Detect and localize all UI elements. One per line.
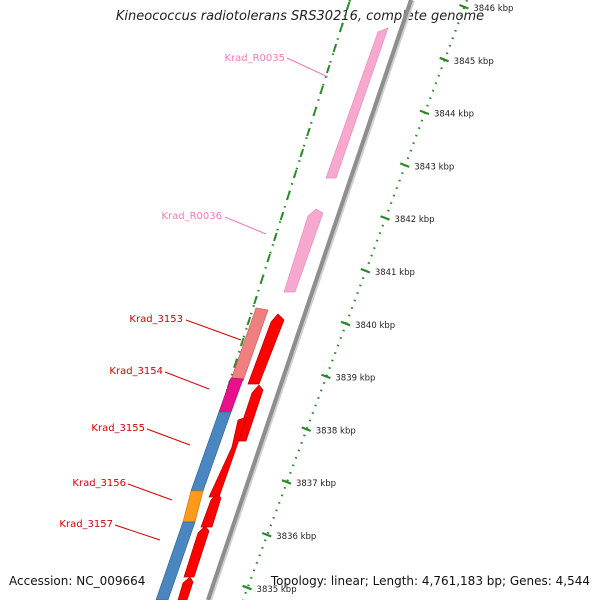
outer-dash-mark xyxy=(279,211,285,221)
outer-dotted-line xyxy=(159,0,352,600)
inner-dotted-line xyxy=(241,0,469,600)
outer-dash-mark xyxy=(345,1,351,11)
outer-dash-mark xyxy=(339,22,344,32)
outer-dash-mark xyxy=(233,358,238,368)
gene-krad-r0036[interactable] xyxy=(283,208,324,293)
kbp-tick-label: 3843 kbp xyxy=(414,162,454,172)
kbp-tick-mark xyxy=(242,584,252,591)
kbp-tick-label: 3836 kbp xyxy=(276,532,316,542)
outer-dash-mark xyxy=(246,316,252,326)
gene-label-krad-3156[interactable]: Krad_3156 xyxy=(72,478,126,489)
gene-krad-r0035[interactable] xyxy=(325,27,389,179)
leader-line-krad-r0035 xyxy=(286,57,329,78)
outer-dash-mark xyxy=(306,127,311,137)
gene-label-krad-3153[interactable]: Krad_3153 xyxy=(129,314,183,325)
leader-line-krad-3154 xyxy=(164,371,210,390)
kbp-tick-mark xyxy=(321,373,331,380)
kbp-tick-mark xyxy=(261,531,272,538)
outer-dash-mark xyxy=(286,190,291,200)
outer-dash-mark xyxy=(266,253,271,263)
kbp-tick-label: 3838 kbp xyxy=(316,426,356,436)
kbp-tick-mark xyxy=(380,215,390,221)
outer-dash-mark xyxy=(292,169,298,179)
leader-line-krad-3156 xyxy=(127,483,173,501)
genome-summary-text: Topology: linear; Length: 4,761,183 bp; … xyxy=(270,574,590,588)
kbp-tick-label: 3845 kbp xyxy=(454,57,494,67)
kbp-tick-label: 3839 kbp xyxy=(335,374,375,384)
outer-dash-mark xyxy=(253,295,258,305)
outer-dash-mark xyxy=(312,106,318,116)
kbp-tick-mark xyxy=(340,320,351,327)
leader-line-krad-3153 xyxy=(185,319,242,341)
leader-line-krad-r0036 xyxy=(224,216,267,235)
kbp-tick-label: 3835 kbp xyxy=(257,585,297,595)
kbp-tick-label: 3840 kbp xyxy=(355,321,395,331)
gene-label-krad-3154[interactable]: Krad_3154 xyxy=(109,366,163,377)
outer-dash-mark xyxy=(259,274,265,284)
outer-dash-mark xyxy=(319,85,324,95)
kbp-tick-label: 3846 kbp xyxy=(473,4,513,14)
cog-bar-krad-3156 xyxy=(182,490,204,523)
outer-dash-mark xyxy=(326,64,331,74)
gene-krad-3153-body[interactable] xyxy=(247,313,285,385)
kbp-tick-label: 3841 kbp xyxy=(375,268,415,278)
kbp-tick-mark xyxy=(399,162,410,168)
gene-krad-3158-body[interactable] xyxy=(177,576,194,600)
outer-dash-mark xyxy=(332,43,338,53)
outer-dash-mark xyxy=(240,337,245,347)
cog-bar-krad-3157 xyxy=(155,521,196,600)
kbp-tick-mark xyxy=(281,479,292,485)
outer-dash-mark xyxy=(299,148,305,158)
leader-line-krad-3157 xyxy=(114,524,161,541)
gene-label-krad-3157[interactable]: Krad_3157 xyxy=(59,519,113,530)
gene-label-krad-r0035[interactable]: Krad_R0035 xyxy=(224,53,285,64)
cog-bar-krad-3153 xyxy=(230,307,269,382)
gene-krad-3157-body[interactable] xyxy=(183,525,210,578)
kbp-tick-mark xyxy=(419,109,430,116)
kbp-tick-label: 3844 kbp xyxy=(434,110,474,120)
kbp-tick-mark xyxy=(458,3,469,10)
accession-text: Accession: NC_009664 xyxy=(9,574,146,588)
gene-krad-3156-body[interactable] xyxy=(200,493,222,528)
kbp-tick-mark xyxy=(301,426,312,432)
outer-dash-mark xyxy=(273,232,278,242)
kbp-tick-mark xyxy=(439,56,450,63)
gene-krad-3155-body[interactable] xyxy=(208,416,248,498)
gene-label-krad-3155[interactable]: Krad_3155 xyxy=(91,423,145,434)
kbp-ticks: 3846 kbp 3845 kbp 3844 kbp 3843 kbp 3842 kbp… xyxy=(242,3,513,595)
cog-bar-krad-3154 xyxy=(218,377,244,413)
kbp-tick-label: 3842 kbp xyxy=(395,215,435,225)
leader-line-krad-3155 xyxy=(146,428,191,446)
gene-label-krad-r0036[interactable]: Krad_R0036 xyxy=(161,211,222,222)
kbp-tick-label: 3837 kbp xyxy=(296,479,336,489)
kbp-tick-mark xyxy=(360,267,371,274)
map-title: Kineococcus radiotolerans SRS30216, comp… xyxy=(115,9,485,24)
genome-strand xyxy=(206,0,413,600)
